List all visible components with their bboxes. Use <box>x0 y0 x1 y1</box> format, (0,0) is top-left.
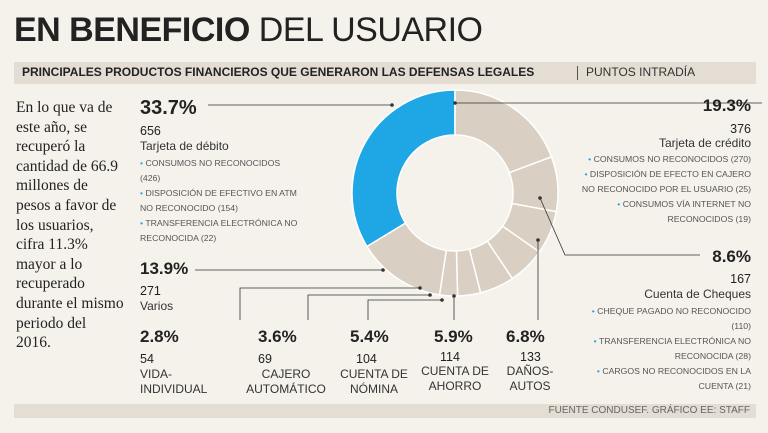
leader-dot-vida <box>418 286 422 290</box>
source-bar: FUENTE CONDUSEF. GRÁFICO EE: STAFF <box>14 404 756 418</box>
leader-dot-cajero <box>428 293 432 297</box>
slice-percent-cheques: 8.6% <box>712 247 751 266</box>
leader-dot-debito <box>390 103 394 107</box>
donut-slice-1 <box>454 89 553 174</box>
detail-item: • TRANSFERENCIA ELECTRÓNICA NO RECONOCID… <box>593 336 751 361</box>
detail-item: • TRANSFERENCIA ELECTRÓNICA NO RECONOCID… <box>140 218 298 243</box>
leader-nomina <box>367 299 442 320</box>
detail-item: • DISPOSICIÓN DE EFECTO EN CAJERO NO REC… <box>581 169 751 194</box>
leader-dot-nomina <box>440 298 444 302</box>
slice-label-vida: VIDA-INDIVIDUAL <box>140 367 208 396</box>
slice-count-ahorro: 114 <box>440 350 460 364</box>
detail-list-credito: • CONSUMOS NO RECONOCIDOS (270) • DISPOS… <box>571 152 751 227</box>
subtitle: PRINCIPALES PRODUCTOS FINANCIEROS QUE GE… <box>22 65 535 79</box>
leader-cheques <box>539 197 700 256</box>
slice-label-nomina: CUENTA DE NÓMINA <box>340 367 408 396</box>
slice-percent-vida: 2.8% <box>140 327 179 346</box>
detail-item: • CHEQUE PAGADO NO RECONOCIDO (110) <box>591 306 751 331</box>
slice-label-varios: Varios <box>140 299 174 313</box>
slice-label-cajero: CAJERO AUTOMÁTICO <box>246 367 326 396</box>
slice-label-cheques: Cuenta de Cheques <box>644 287 751 301</box>
slice-count-danos: 133 <box>520 350 541 364</box>
leader-lines <box>195 102 762 320</box>
leader-dot-cheques <box>538 196 542 200</box>
leader-vida <box>239 287 420 320</box>
slice-percent-danos: 6.8% <box>506 327 545 346</box>
slice-label-debito: Tarjeta de débito <box>140 139 229 153</box>
leader-dot-danos <box>536 238 540 242</box>
slice-count-vida: 54 <box>140 352 154 366</box>
subtitle-divider <box>577 66 578 80</box>
slice-count-nomina: 104 <box>356 352 377 366</box>
source-text: FUENTE CONDUSEF. GRÁFICO EE: STAFF <box>548 405 751 416</box>
slice-label-ahorro: CUENTA DE AHORRO <box>421 364 489 393</box>
intro-text: En lo que va de este año, se recuperó la… <box>16 99 124 352</box>
slice-percent-cajero: 3.6% <box>258 327 297 346</box>
leader-dot-credito <box>453 101 457 105</box>
subtitle-right: PUNTOS INTRADÍA <box>586 65 696 79</box>
page-title: EN BENEFICIO DEL USUARIO <box>14 8 483 52</box>
detail-item: • CARGOS NO RECONOCIDOS EN LA CUENTA (21… <box>596 366 751 391</box>
slice-count-debito: 656 <box>140 124 161 138</box>
slice-count-varios: 271 <box>140 284 161 298</box>
slice-label-credito: Tarjeta de crédito <box>658 136 751 150</box>
detail-item: • CONSUMOS VÍA INTERNET NO RECONOCIDOS (… <box>617 199 751 224</box>
slice-percent-credito: 19.3% <box>702 96 751 115</box>
slice-count-cheques: 167 <box>730 272 751 286</box>
detail-item: • DISPOSICIÓN DE EFECTIVO EN ATM NO RECO… <box>140 188 297 213</box>
slice-label-danos: DAÑOS-AUTOS <box>506 364 554 393</box>
slice-count-cajero: 69 <box>258 352 272 366</box>
leader-dot-ahorro <box>452 294 456 298</box>
donut-slice-0 <box>351 89 456 248</box>
slice-percent-debito: 33.7% <box>140 97 197 119</box>
leader-cajero <box>307 294 430 320</box>
slice-percent-ahorro: 5.9% <box>434 327 473 346</box>
slice-count-credito: 376 <box>730 122 751 136</box>
slice-percent-varios: 13.9% <box>140 259 189 278</box>
title-light: DEL USUARIO <box>258 11 483 49</box>
subtitle-bar: PRINCIPALES PRODUCTOS FINANCIEROS QUE GE… <box>14 62 756 84</box>
donut-slices <box>351 89 559 297</box>
slice-percent-nomina: 5.4% <box>350 327 389 346</box>
detail-list-debito: • CONSUMOS NO RECONOCIDOS (426) • DISPOS… <box>140 156 300 246</box>
leader-dot-varios <box>381 268 385 272</box>
detail-item: • CONSUMOS NO RECONOCIDOS (426) <box>140 158 281 183</box>
detail-item: • CONSUMOS NO RECONOCIDOS (270) <box>588 154 751 164</box>
detail-list-cheques: • CHEQUE PAGADO NO RECONOCIDO (110) • TR… <box>571 304 751 394</box>
title-bold: EN BENEFICIO <box>14 11 250 49</box>
